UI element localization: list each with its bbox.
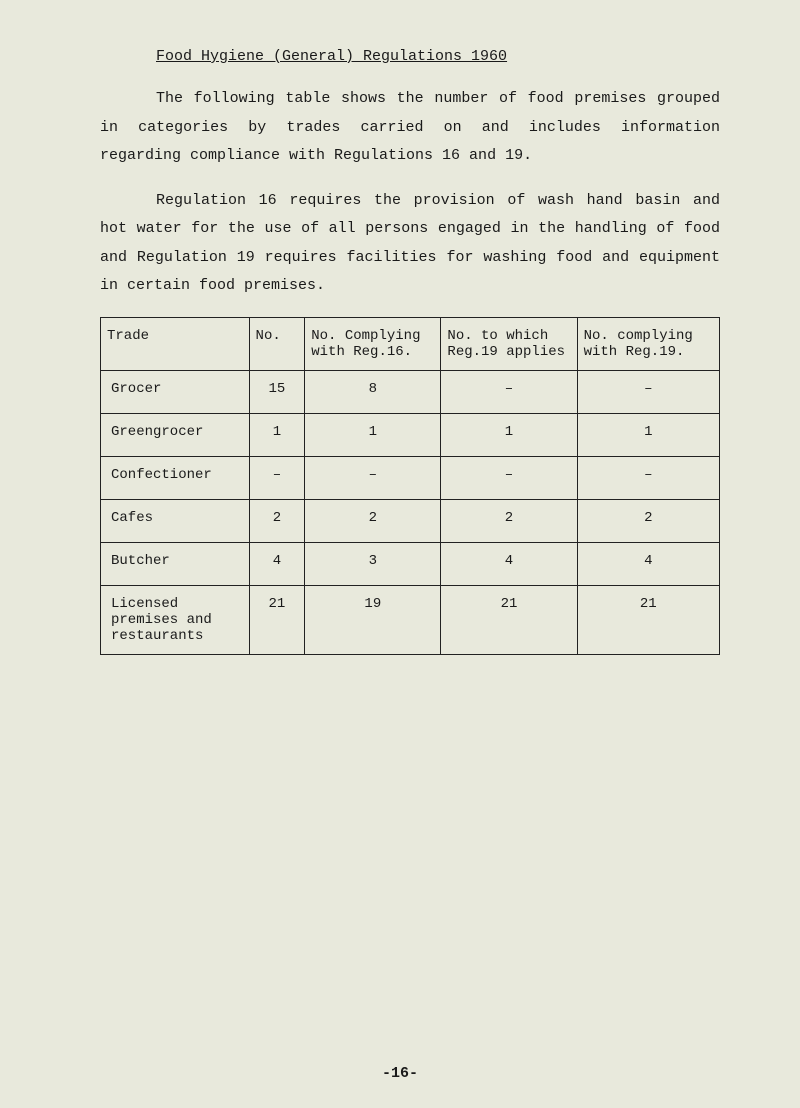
cell-c16: 8	[305, 370, 441, 413]
cell-trade: Greengrocer	[101, 413, 250, 456]
table-row: Grocer 15 8 – –	[101, 370, 720, 413]
cell-no: 21	[249, 585, 305, 654]
cell-c19: 2	[577, 499, 719, 542]
cell-trade: Cafes	[101, 499, 250, 542]
cell-c19: –	[577, 370, 719, 413]
table-row: Cafes 2 2 2 2	[101, 499, 720, 542]
cell-no: 2	[249, 499, 305, 542]
cell-a19: 2	[441, 499, 577, 542]
cell-c19: 1	[577, 413, 719, 456]
cell-c19: 4	[577, 542, 719, 585]
th-trade: Trade	[101, 317, 250, 370]
table-row: Confectioner – – – –	[101, 456, 720, 499]
cell-a19: 4	[441, 542, 577, 585]
table-row: Licensed premises and restaurants 21 19 …	[101, 585, 720, 654]
cell-c16: 3	[305, 542, 441, 585]
paragraph-1: The following table shows the number of …	[100, 85, 720, 171]
cell-trade: Butcher	[101, 542, 250, 585]
table-header-row: Trade No. No. Complying with Reg.16. No.…	[101, 317, 720, 370]
compliance-table: Trade No. No. Complying with Reg.16. No.…	[100, 317, 720, 655]
cell-c19: –	[577, 456, 719, 499]
cell-no: 15	[249, 370, 305, 413]
cell-a19: 21	[441, 585, 577, 654]
cell-no: 4	[249, 542, 305, 585]
cell-c16: 2	[305, 499, 441, 542]
cell-trade: Licensed premises and restaurants	[101, 585, 250, 654]
cell-a19: –	[441, 370, 577, 413]
th-applies19: No. to which Reg.19 applies	[441, 317, 577, 370]
table-row: Butcher 4 3 4 4	[101, 542, 720, 585]
cell-c16: 19	[305, 585, 441, 654]
cell-no: 1	[249, 413, 305, 456]
page-number: -16-	[0, 1065, 800, 1082]
cell-no: –	[249, 456, 305, 499]
cell-c19: 21	[577, 585, 719, 654]
cell-a19: 1	[441, 413, 577, 456]
th-comply16: No. Complying with Reg.16.	[305, 317, 441, 370]
th-comply19: No. complying with Reg.19.	[577, 317, 719, 370]
section-title: Food Hygiene (General) Regulations 1960	[156, 48, 720, 65]
cell-c16: 1	[305, 413, 441, 456]
th-no: No.	[249, 317, 305, 370]
cell-c16: –	[305, 456, 441, 499]
paragraph-2: Regulation 16 requires the provision of …	[100, 187, 720, 301]
cell-trade: Confectioner	[101, 456, 250, 499]
cell-trade: Grocer	[101, 370, 250, 413]
table-row: Greengrocer 1 1 1 1	[101, 413, 720, 456]
cell-a19: –	[441, 456, 577, 499]
